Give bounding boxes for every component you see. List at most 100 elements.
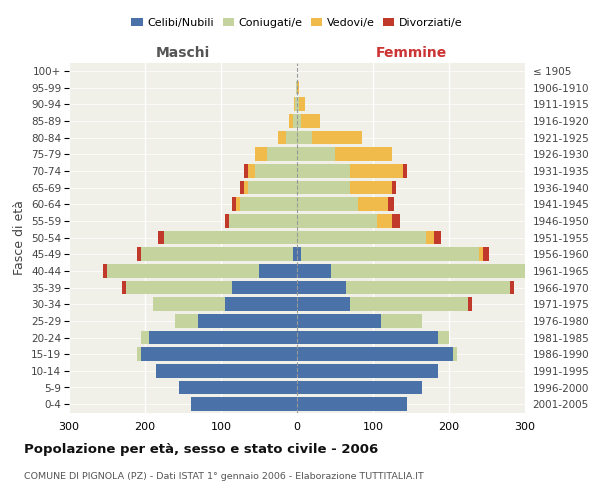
Bar [297, 364, 437, 378]
Bar [179, 380, 297, 394]
Bar [137, 348, 297, 361]
Y-axis label: Fasce di età: Fasce di età [13, 200, 26, 275]
Bar [297, 398, 407, 411]
Bar [175, 314, 297, 328]
Bar [266, 148, 297, 161]
Bar [294, 98, 297, 111]
Bar [297, 298, 472, 311]
Bar [255, 148, 297, 161]
Bar [297, 148, 392, 161]
Bar [297, 198, 388, 211]
Bar [236, 198, 297, 211]
Bar [152, 298, 297, 311]
Bar [255, 148, 297, 161]
Bar [229, 214, 297, 228]
Bar [240, 198, 297, 211]
Bar [297, 348, 457, 361]
Bar [297, 80, 299, 94]
Text: Femmine: Femmine [376, 46, 446, 60]
Bar [229, 214, 297, 228]
Bar [297, 330, 449, 344]
Bar [297, 248, 489, 261]
Bar [137, 248, 297, 261]
Bar [103, 264, 297, 278]
Bar [297, 280, 514, 294]
Bar [286, 130, 297, 144]
Bar [297, 164, 350, 177]
Bar [297, 114, 320, 128]
Bar [297, 248, 301, 261]
Bar [297, 148, 335, 161]
Bar [289, 114, 297, 128]
Bar [297, 280, 510, 294]
Bar [297, 364, 437, 378]
Bar [289, 114, 297, 128]
Bar [295, 98, 297, 111]
Bar [141, 330, 297, 344]
Bar [297, 398, 407, 411]
Bar [297, 380, 422, 394]
Bar [157, 364, 297, 378]
Bar [141, 330, 297, 344]
Bar [297, 264, 535, 278]
Bar [297, 164, 407, 177]
Bar [179, 380, 297, 394]
Bar [297, 364, 437, 378]
Bar [296, 80, 297, 94]
Bar [297, 380, 422, 394]
Bar [294, 98, 297, 111]
Bar [126, 280, 297, 294]
Bar [297, 164, 403, 177]
Bar [297, 348, 457, 361]
Bar [297, 380, 422, 394]
Bar [297, 264, 525, 278]
Bar [255, 164, 297, 177]
Bar [297, 280, 510, 294]
Bar [225, 214, 297, 228]
Bar [152, 298, 297, 311]
Bar [122, 280, 297, 294]
Bar [297, 330, 449, 344]
Bar [297, 248, 479, 261]
Bar [141, 248, 297, 261]
Bar [297, 330, 437, 344]
Bar [164, 230, 297, 244]
Bar [225, 298, 297, 311]
Bar [248, 180, 297, 194]
Bar [157, 364, 297, 378]
Bar [232, 198, 297, 211]
Bar [297, 280, 346, 294]
Bar [107, 264, 297, 278]
Bar [141, 330, 297, 344]
Text: COMUNE DI PIGNOLA (PZ) - Dati ISTAT 1° gennaio 2006 - Elaborazione TUTTITALIA.IT: COMUNE DI PIGNOLA (PZ) - Dati ISTAT 1° g… [24, 472, 424, 481]
Legend: Celibi/Nubili, Coniugati/e, Vedovi/e, Divorziati/e: Celibi/Nubili, Coniugati/e, Vedovi/e, Di… [127, 14, 467, 32]
Bar [297, 364, 437, 378]
Bar [137, 348, 297, 361]
Bar [293, 114, 297, 128]
Bar [297, 148, 392, 161]
Bar [232, 280, 297, 294]
Bar [278, 130, 297, 144]
Bar [297, 314, 380, 328]
Bar [297, 330, 449, 344]
Bar [296, 80, 297, 94]
Bar [297, 298, 350, 311]
Bar [297, 398, 407, 411]
Bar [240, 180, 297, 194]
Bar [297, 114, 301, 128]
Bar [297, 230, 434, 244]
Bar [191, 398, 297, 411]
Bar [293, 248, 297, 261]
Bar [158, 230, 297, 244]
Bar [297, 198, 394, 211]
Bar [297, 348, 453, 361]
Bar [297, 314, 422, 328]
Bar [244, 164, 297, 177]
Bar [244, 180, 297, 194]
Bar [297, 314, 422, 328]
Bar [297, 298, 468, 311]
Bar [297, 180, 392, 194]
Bar [149, 330, 297, 344]
Bar [297, 130, 312, 144]
Bar [297, 180, 350, 194]
